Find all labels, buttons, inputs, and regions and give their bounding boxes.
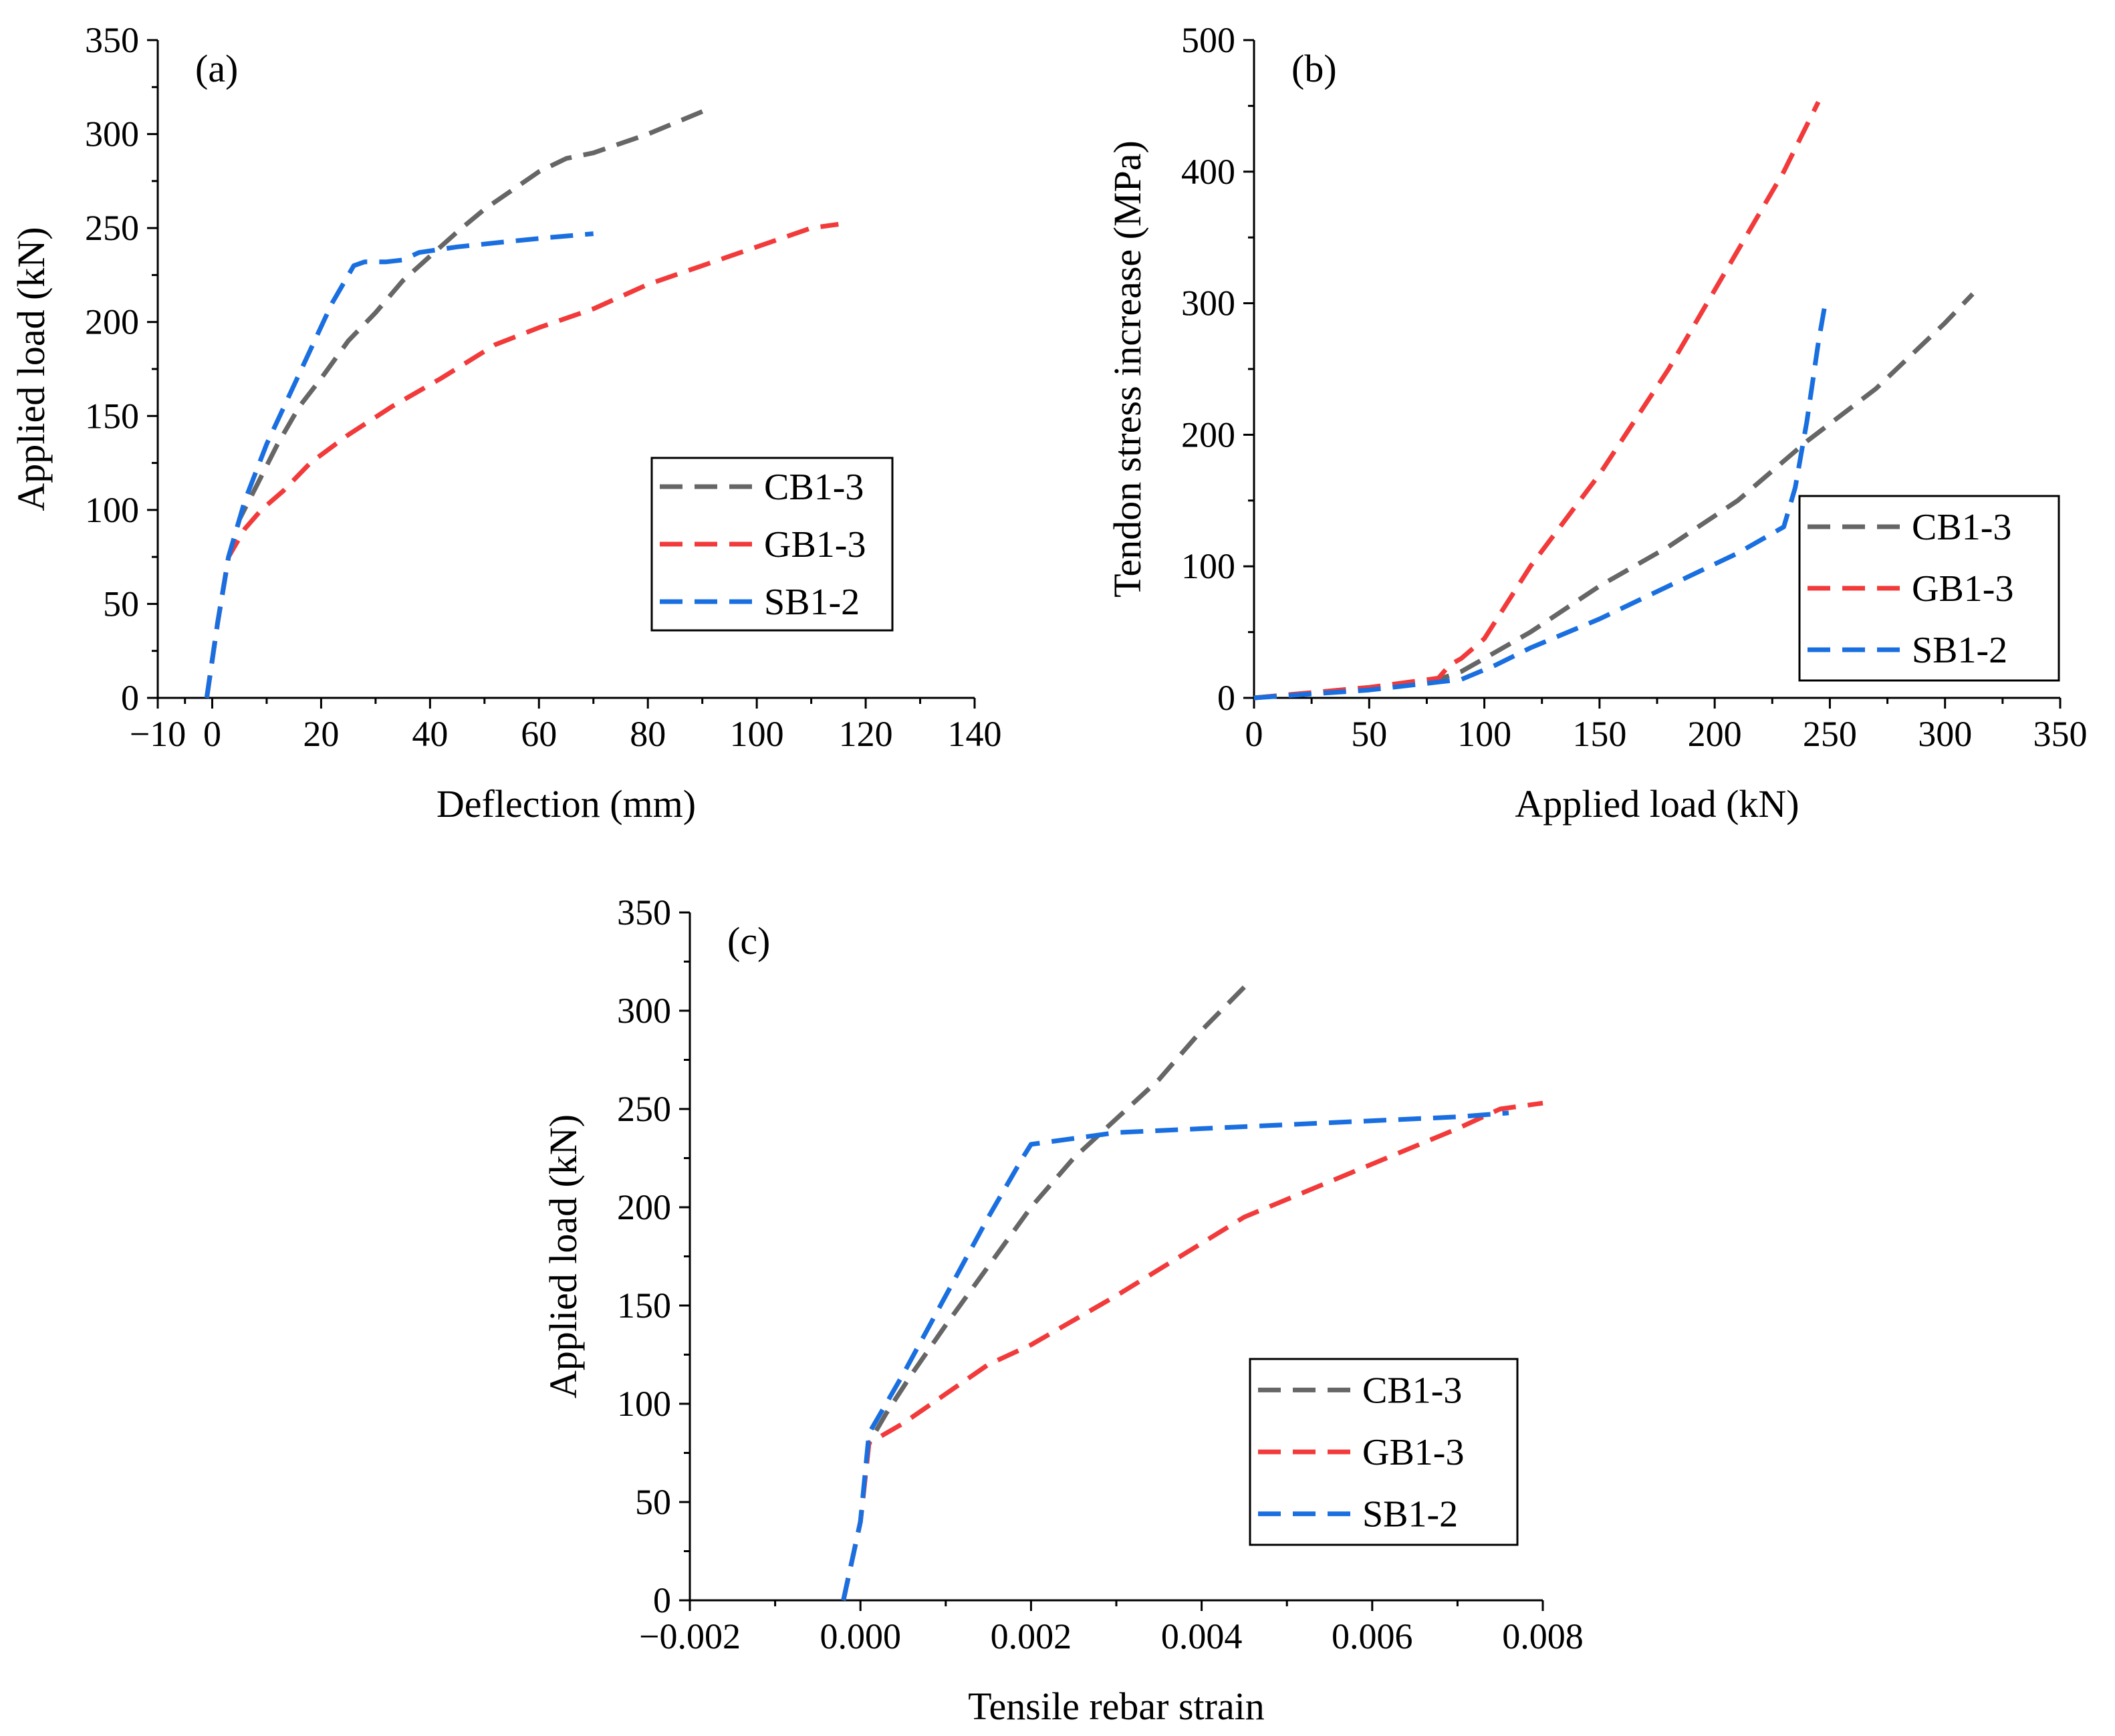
x-tick-label: 80 [630, 714, 666, 754]
legend: CB1-3 GB1-3 SB1-2 [1249, 1358, 1519, 1546]
y-tick-label: 350 [85, 20, 139, 60]
y-tick-label: 0 [1217, 678, 1235, 718]
x-tick-label: −0.002 [639, 1616, 741, 1656]
y-tick-label: 150 [617, 1285, 671, 1326]
x-tick-label: 300 [1918, 714, 1972, 754]
x-axis-label: Deflection (mm) [437, 782, 696, 826]
x-tick-label: 100 [1457, 714, 1511, 754]
series-line-sb1-2 [841, 1110, 1509, 1601]
chart-panel-a: −10 0 20 40 60 80 100 120 1400501001502002503003… [9, 20, 1002, 826]
legend: CB1-3 GB1-3 SB1-2 [1798, 495, 2060, 682]
legend-label-gb1-3: GB1-3 [1362, 1432, 1464, 1473]
x-tick-label: 0.000 [820, 1616, 901, 1656]
panel-label: (c) [727, 919, 770, 963]
x-tick-label: 0.006 [1332, 1616, 1413, 1656]
y-axis-label: Applied load (kN) [9, 227, 53, 511]
x-tick-label: 60 [521, 714, 557, 754]
x-tick-label: 50 [1351, 714, 1387, 754]
x-tick-label: 100 [730, 714, 784, 754]
y-tick-label: 50 [635, 1482, 671, 1522]
y-tick-label: 150 [85, 396, 139, 436]
y-tick-label: 300 [85, 114, 139, 154]
y-tick-label: 0 [121, 678, 139, 718]
x-tick-label: 0.008 [1502, 1616, 1584, 1656]
x-tick-label: 120 [839, 714, 893, 754]
legend-label-cb1-3: CB1-3 [1362, 1370, 1462, 1411]
panel-label: (a) [195, 47, 238, 90]
x-axis-label: Applied load (kN) [1515, 782, 1799, 826]
x-tick-label: 0.004 [1161, 1616, 1243, 1656]
series-line-gb1-3 [204, 222, 839, 699]
x-tick-label: 250 [1803, 714, 1857, 754]
y-axis-label: Tendon stress increase (MPa) [1106, 140, 1149, 598]
legend-label-sb1-2: SB1-2 [764, 582, 860, 623]
y-tick-label: 50 [103, 584, 139, 624]
legend-box [650, 457, 894, 632]
series-line-sb1-2 [204, 231, 594, 699]
legend-label-sb1-2: SB1-2 [1912, 630, 2007, 671]
y-tick-label: 200 [1181, 414, 1235, 455]
legend-label-gb1-3: GB1-3 [764, 524, 866, 566]
x-tick-label: 0.002 [991, 1616, 1072, 1656]
legend-label-sb1-2: SB1-2 [1362, 1494, 1458, 1535]
legend-label-gb1-3: GB1-3 [1912, 568, 2013, 610]
panel-label: (b) [1291, 47, 1337, 90]
y-tick-label: 500 [1181, 20, 1235, 60]
legend-label-cb1-3: CB1-3 [764, 467, 864, 508]
legend-label-cb1-3: CB1-3 [1912, 507, 2011, 548]
x-tick-label: 0 [1245, 714, 1263, 754]
y-tick-label: 200 [617, 1187, 671, 1227]
x-tick-label: 0 [203, 714, 221, 754]
y-tick-label: 100 [617, 1384, 671, 1424]
y-tick-label: 400 [1181, 152, 1235, 192]
y-tick-label: 250 [85, 208, 139, 248]
y-tick-label: 350 [617, 892, 671, 933]
x-tick-label: −10 [130, 714, 186, 754]
y-tick-label: 200 [85, 302, 139, 342]
y-axis-label: Applied load (kN) [541, 1114, 585, 1398]
x-axis-label: Tensile rebar strain [968, 1685, 1265, 1728]
series-line-sb1-2 [1253, 302, 1828, 701]
x-tick-label: 20 [303, 714, 339, 754]
y-tick-label: 250 [617, 1089, 671, 1129]
x-tick-label: 140 [948, 714, 1002, 754]
legend: CB1-3 GB1-3 SB1-2 [650, 457, 894, 632]
chart-panel-c: −0.002 0.000 0.002 0.004 0.006 0.008 0 50 100 150… [541, 892, 1584, 1728]
y-tick-label: 100 [85, 490, 139, 530]
panels-group: −10 0 20 40 60 80 100 120 1400501001502002503003… [9, 20, 2088, 1728]
chart-panel-b: 0 50 100 150 200 250 300 350 0 100 200 300 400 500 App… [1106, 20, 2088, 826]
y-tick-label: 0 [653, 1580, 671, 1620]
y-tick-label: 100 [1181, 546, 1235, 586]
x-tick-label: 40 [412, 714, 448, 754]
series-line-gb1-3 [1253, 100, 1821, 701]
y-tick-label: 300 [1181, 283, 1235, 324]
y-tick-label: 300 [617, 991, 671, 1031]
x-tick-label: 200 [1688, 714, 1742, 754]
x-tick-label: 150 [1572, 714, 1626, 754]
x-tick-label: 350 [2033, 714, 2088, 754]
